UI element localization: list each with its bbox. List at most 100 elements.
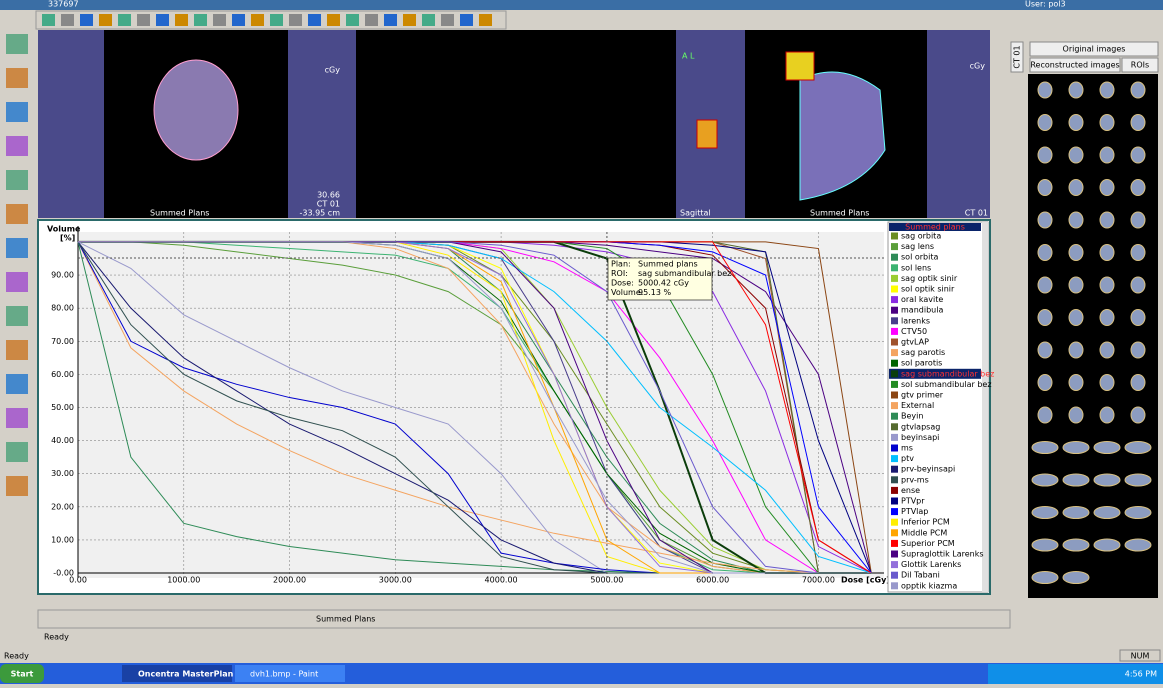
toolbar-icon[interactable] (403, 14, 416, 26)
legend-label[interactable]: Superior PCM (901, 539, 955, 548)
thumbnail[interactable] (1131, 82, 1145, 98)
toolbar-icon[interactable] (441, 14, 454, 26)
thumbnail[interactable] (1100, 115, 1114, 131)
legend-label[interactable]: ense (901, 486, 920, 495)
thumbnail[interactable] (1094, 507, 1120, 519)
toolbar-icon[interactable] (194, 14, 207, 26)
toolbar-icon[interactable] (137, 14, 150, 26)
legend-label[interactable]: External (901, 401, 934, 410)
toolbar-icon[interactable] (99, 14, 112, 26)
tool-icon[interactable] (6, 272, 28, 292)
thumbnail[interactable] (1069, 342, 1083, 358)
toolbar-icon[interactable] (289, 14, 302, 26)
thumbnail[interactable] (1038, 115, 1052, 131)
toolbar-icon[interactable] (479, 14, 492, 26)
thumbnail[interactable] (1063, 507, 1089, 519)
legend-label[interactable]: sag orbita (901, 232, 941, 241)
toolbar-icon[interactable] (232, 14, 245, 26)
tool-icon[interactable] (6, 34, 28, 54)
legend-label[interactable]: sag lens (901, 242, 934, 251)
tool-icon[interactable] (6, 340, 28, 360)
thumbnail[interactable] (1038, 147, 1052, 163)
tool-icon[interactable] (6, 476, 28, 496)
tool-icon[interactable] (6, 136, 28, 156)
toolbar-icon[interactable] (80, 14, 93, 26)
toolbar-icon[interactable] (460, 14, 473, 26)
legend-label[interactable]: Middle PCM (901, 528, 947, 537)
tool-icon[interactable] (6, 68, 28, 88)
legend-label[interactable]: gtvLAP (901, 338, 929, 347)
legend-label[interactable]: sol lens (901, 263, 931, 272)
legend-label[interactable]: gtvlapsag (901, 422, 940, 431)
thumbnail[interactable] (1100, 212, 1114, 228)
thumbnail[interactable] (1131, 310, 1145, 326)
legend-label[interactable]: ms (901, 444, 913, 453)
thumbnail[interactable] (1100, 310, 1114, 326)
legend-label[interactable]: mandibula (901, 306, 943, 315)
thumbnail[interactable] (1069, 310, 1083, 326)
legend-label[interactable]: CTV50 (901, 327, 927, 336)
tool-icon[interactable] (6, 408, 28, 428)
toolbar-icon[interactable] (270, 14, 283, 26)
thumbnail[interactable] (1100, 342, 1114, 358)
thumbnail[interactable] (1069, 277, 1083, 293)
tool-icon[interactable] (6, 102, 28, 122)
legend-label[interactable]: Supraglottik Larenks (901, 550, 984, 559)
legend-label[interactable]: beyinsapi (901, 433, 939, 442)
thumbnail[interactable] (1131, 245, 1145, 261)
thumbnail[interactable] (1063, 474, 1089, 486)
legend-label[interactable]: prv-beyinsapi (901, 465, 955, 474)
thumbnail[interactable] (1125, 539, 1151, 551)
thumbnail[interactable] (1131, 212, 1145, 228)
legend-label[interactable]: Glottik Larenks (901, 560, 961, 569)
thumbnail[interactable] (1038, 342, 1052, 358)
thumbnail[interactable] (1038, 245, 1052, 261)
thumbnail[interactable] (1038, 82, 1052, 98)
thumbnail[interactable] (1100, 375, 1114, 391)
toolbar-icon[interactable] (61, 14, 74, 26)
thumbnail[interactable] (1069, 180, 1083, 196)
tool-icon[interactable] (6, 238, 28, 258)
thumbnail[interactable] (1063, 572, 1089, 584)
thumbnail[interactable] (1069, 245, 1083, 261)
legend-scrollbar[interactable] (982, 222, 988, 592)
thumbnail[interactable] (1069, 115, 1083, 131)
legend-label[interactable]: Beyin (901, 412, 923, 421)
toolbar-icon[interactable] (384, 14, 397, 26)
toolbar-icon[interactable] (42, 14, 55, 26)
toolbar-icon[interactable] (327, 14, 340, 26)
thumbnail[interactable] (1094, 539, 1120, 551)
legend-label[interactable]: sol submandibular bez (901, 380, 992, 389)
tool-icon[interactable] (6, 374, 28, 394)
toolbar-icon[interactable] (175, 14, 188, 26)
thumbnail[interactable] (1038, 212, 1052, 228)
thumbnail[interactable] (1131, 147, 1145, 163)
thumbnail[interactable] (1069, 82, 1083, 98)
thumbnail[interactable] (1063, 442, 1089, 454)
legend-label[interactable]: sol orbita (901, 253, 938, 262)
legend-label[interactable]: sol parotis (901, 359, 942, 368)
thumbnail[interactable] (1063, 539, 1089, 551)
thumbnail[interactable] (1131, 115, 1145, 131)
legend-label[interactable]: Dil Tabani (901, 571, 940, 580)
thumbnail[interactable] (1032, 539, 1058, 551)
thumbnail[interactable] (1032, 474, 1058, 486)
legend-label[interactable]: opptik kiazma (901, 581, 957, 590)
thumbnail[interactable] (1069, 212, 1083, 228)
tool-icon[interactable] (6, 204, 28, 224)
legend-label[interactable]: sag optik sinir (901, 274, 958, 283)
thumbnail[interactable] (1038, 375, 1052, 391)
thumbnail[interactable] (1094, 474, 1120, 486)
thumbnail[interactable] (1069, 407, 1083, 423)
toolbar-icon[interactable] (346, 14, 359, 26)
thumbnail[interactable] (1038, 310, 1052, 326)
toolbar-icon[interactable] (213, 14, 226, 26)
thumbnail[interactable] (1069, 147, 1083, 163)
thumbnail[interactable] (1100, 180, 1114, 196)
legend-label[interactable]: PTVlap (901, 507, 928, 516)
thumbnail[interactable] (1038, 277, 1052, 293)
legend-label[interactable]: oral kavite (901, 295, 943, 304)
legend-label[interactable]: prv-ms (901, 475, 929, 484)
legend-label[interactable]: ptv (901, 454, 914, 463)
thumbnail[interactable] (1125, 474, 1151, 486)
